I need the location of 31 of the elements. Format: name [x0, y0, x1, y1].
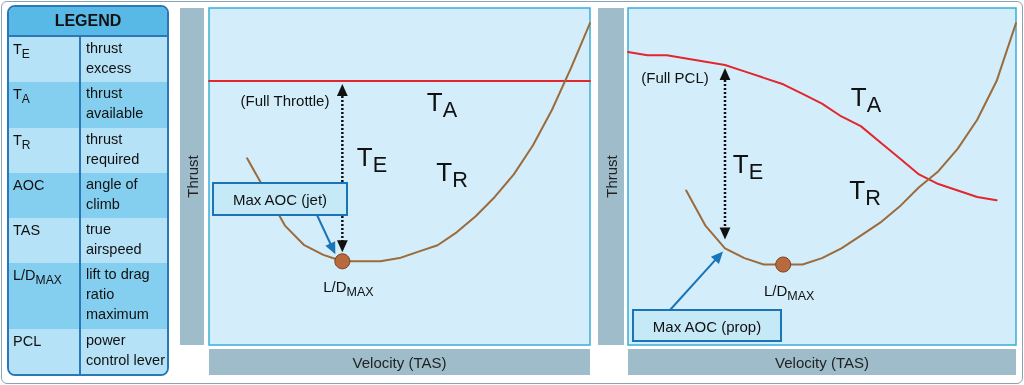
annotation: (Full PCL)	[641, 68, 709, 86]
category-label: T$_{R}$	[9, 127, 81, 173]
annotation: T$_{R}$	[436, 157, 468, 193]
annotation: T$_{A}$	[426, 87, 458, 123]
text: thrust excess	[85, 39, 133, 78]
text: power control lever	[85, 330, 166, 370]
category-label: T$_{E}$	[9, 37, 81, 83]
y-axis-title: Thrust	[602, 154, 620, 198]
annotation: T$_{E}$	[732, 149, 764, 185]
category-label: PCL	[9, 328, 81, 374]
category-label: L/D$_{MAX}$	[9, 263, 81, 329]
category-label: T$_{A}$	[9, 82, 81, 128]
category-label: AOC	[9, 172, 81, 219]
text: lift to drag ratio maximum	[85, 265, 151, 325]
text: thrust required	[85, 129, 141, 169]
y-axis-title: Thrust	[183, 154, 201, 198]
text: angle of climb	[85, 174, 139, 214]
annotation: T$_{E}$	[356, 142, 388, 178]
annotation: L/D$_{MAX}$	[763, 281, 815, 303]
annotation: Max AOC (prop)	[652, 317, 762, 334]
text: thrust available	[85, 84, 145, 124]
annotation: (Full Throttle)	[240, 91, 330, 109]
annotation: Max AOC (jet)	[232, 190, 328, 208]
x-axis-title: Velocity (TAS)	[775, 353, 869, 371]
annotation: L/D$_{MAX}$	[323, 278, 374, 300]
text: LEGEND	[9, 7, 167, 37]
text: true airspeed	[85, 220, 143, 260]
annotation: T$_{A}$	[850, 82, 882, 118]
category-label: TAS	[9, 218, 81, 264]
x-axis-title: Velocity (TAS)	[352, 353, 447, 371]
annotation: T$_{R}$	[849, 175, 881, 211]
